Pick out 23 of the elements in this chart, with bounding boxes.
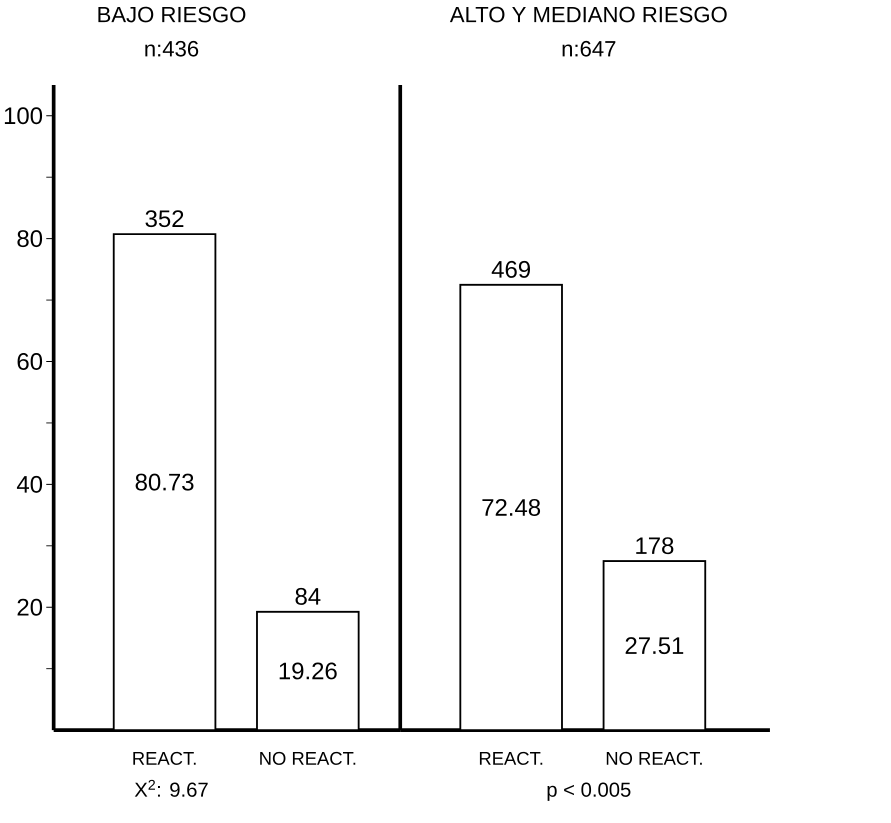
annotation: 84 xyxy=(296,588,320,605)
y-tick-label: 40 xyxy=(16,476,42,493)
data-label: 19.26 xyxy=(280,662,337,680)
chart-title: BAJO RIESGO xyxy=(98,6,246,22)
x-tick-label: NO REACT. xyxy=(606,752,702,765)
y-tick-label: 60 xyxy=(18,352,42,370)
y-tick-label: 80 xyxy=(17,230,42,247)
x-tick-label: NO REACT. xyxy=(260,752,356,765)
chart-title: ALTO Y MEDIANO RIESGO xyxy=(450,6,727,22)
y-tick-label: 100 xyxy=(4,107,42,124)
data-label: 72.48 xyxy=(482,498,540,516)
chart-subtitle: n:647 xyxy=(562,40,616,56)
annotation: 352 xyxy=(146,210,184,227)
annotation: 178 xyxy=(636,536,674,554)
data-label: 80.73 xyxy=(136,473,194,490)
chart-subtitle: n:436 xyxy=(145,40,198,56)
text: X$^{2}$: 9.67 xyxy=(134,780,208,797)
x-tick-label: REACT. xyxy=(480,752,542,765)
data-label: 27.51 xyxy=(626,636,684,654)
x-tick-label: REACT. xyxy=(133,752,196,765)
text: p < 0.005 xyxy=(548,782,630,801)
annotation: 469 xyxy=(492,260,530,278)
y-tick-label: 20 xyxy=(18,598,42,616)
